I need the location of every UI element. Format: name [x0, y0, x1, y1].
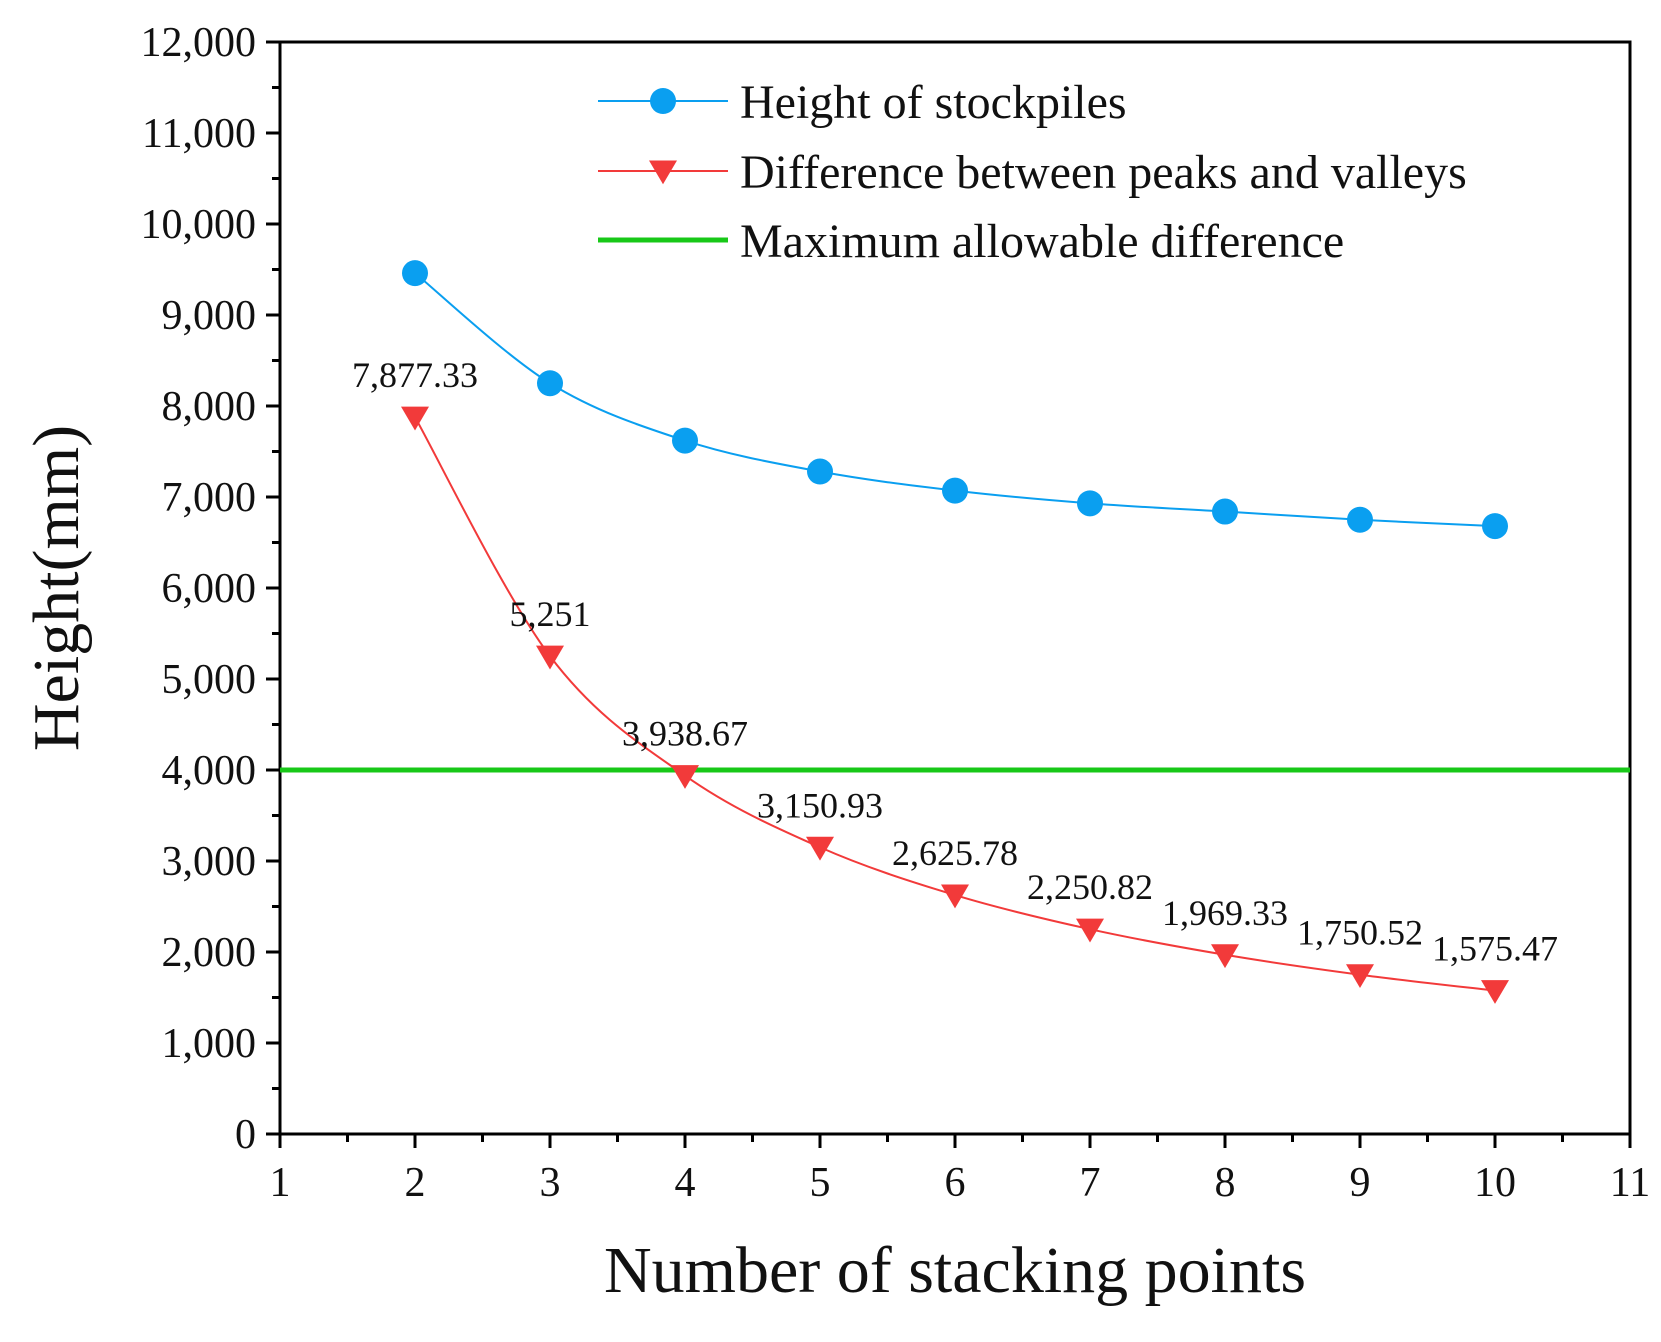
y-axis-title: Height(mm) — [20, 425, 93, 751]
data-point-peak-valley-difference — [401, 406, 429, 431]
legend-marker-circle — [650, 88, 676, 114]
data-point-peak-valley-difference — [1346, 964, 1374, 989]
y-tick-label: 5,000 — [162, 657, 257, 703]
y-tick-label: 1,000 — [162, 1021, 257, 1067]
x-tick-label: 3 — [540, 1160, 561, 1206]
legend-label-height-of-stockpiles: Height of stockpiles — [740, 76, 1127, 129]
y-tick-label: 2,000 — [162, 930, 257, 976]
data-point-peak-valley-difference — [1076, 918, 1104, 943]
x-tick-label: 2 — [405, 1160, 426, 1206]
legend-label-peak-valley-difference: Difference between peaks and valleys — [740, 146, 1467, 199]
data-label: 1,969.33 — [1162, 893, 1288, 933]
data-point-peak-valley-difference — [941, 884, 969, 909]
y-tick-label: 11,000 — [142, 111, 256, 157]
x-tick-label: 8 — [1215, 1160, 1236, 1206]
y-tick-label: 8,000 — [162, 384, 257, 430]
y-tick-label: 12,000 — [141, 20, 257, 66]
x-tick-label: 9 — [1350, 1160, 1371, 1206]
x-tick-label: 11 — [1610, 1160, 1650, 1206]
y-tick-label: 10,000 — [141, 202, 257, 248]
x-axis-title: Number of stacking points — [604, 1234, 1306, 1307]
plot-frame — [278, 40, 1632, 1136]
x-tick-label: 7 — [1080, 1160, 1101, 1206]
data-point-height-of-stockpiles — [807, 458, 833, 485]
data-point-height-of-stockpiles — [1212, 498, 1238, 525]
data-point-height-of-stockpiles — [1347, 506, 1373, 533]
data-label: 7,877.33 — [352, 355, 478, 395]
data-point-peak-valley-difference — [1211, 944, 1239, 969]
legend-marker-triangle — [649, 160, 677, 185]
x-tick-label: 5 — [810, 1160, 831, 1206]
x-tick-label: 4 — [675, 1160, 696, 1206]
data-label: 3,938.67 — [622, 714, 748, 754]
data-label: 3,150.93 — [757, 785, 883, 825]
x-tick-label: 10 — [1474, 1160, 1516, 1206]
data-point-peak-valley-difference — [536, 645, 564, 670]
data-point-height-of-stockpiles — [402, 260, 428, 287]
data-point-height-of-stockpiles — [942, 477, 968, 504]
legend: Height of stockpiles Difference between p… — [598, 76, 1467, 268]
data-label: 2,250.82 — [1027, 867, 1153, 907]
data-label: 1,750.52 — [1297, 913, 1423, 953]
data-point-height-of-stockpiles — [672, 427, 698, 454]
data-label: 1,575.47 — [1432, 929, 1558, 969]
y-tick-label: 0 — [235, 1112, 256, 1158]
data-point-peak-valley-difference — [1481, 980, 1509, 1004]
y-tick-label: 6,000 — [162, 566, 257, 612]
data-point-height-of-stockpiles — [537, 370, 563, 397]
legend-label-max-allowable: Maximum allowable difference — [740, 215, 1344, 268]
x-tick-label: 6 — [945, 1160, 966, 1206]
y-tick-label: 9,000 — [162, 293, 257, 339]
data-point-peak-valley-difference — [806, 836, 834, 861]
y-tick-label: 3,000 — [162, 839, 257, 885]
data-label: 2,625.78 — [892, 833, 1018, 873]
data-label: 5,251 — [510, 594, 591, 634]
y-tick-label: 4,000 — [162, 748, 257, 794]
x-tick-label: 1 — [270, 1160, 291, 1206]
data-point-height-of-stockpiles — [1482, 513, 1508, 540]
y-tick-label: 7,000 — [162, 475, 257, 521]
data-point-peak-valley-difference — [671, 765, 699, 789]
data-point-height-of-stockpiles — [1077, 490, 1103, 517]
